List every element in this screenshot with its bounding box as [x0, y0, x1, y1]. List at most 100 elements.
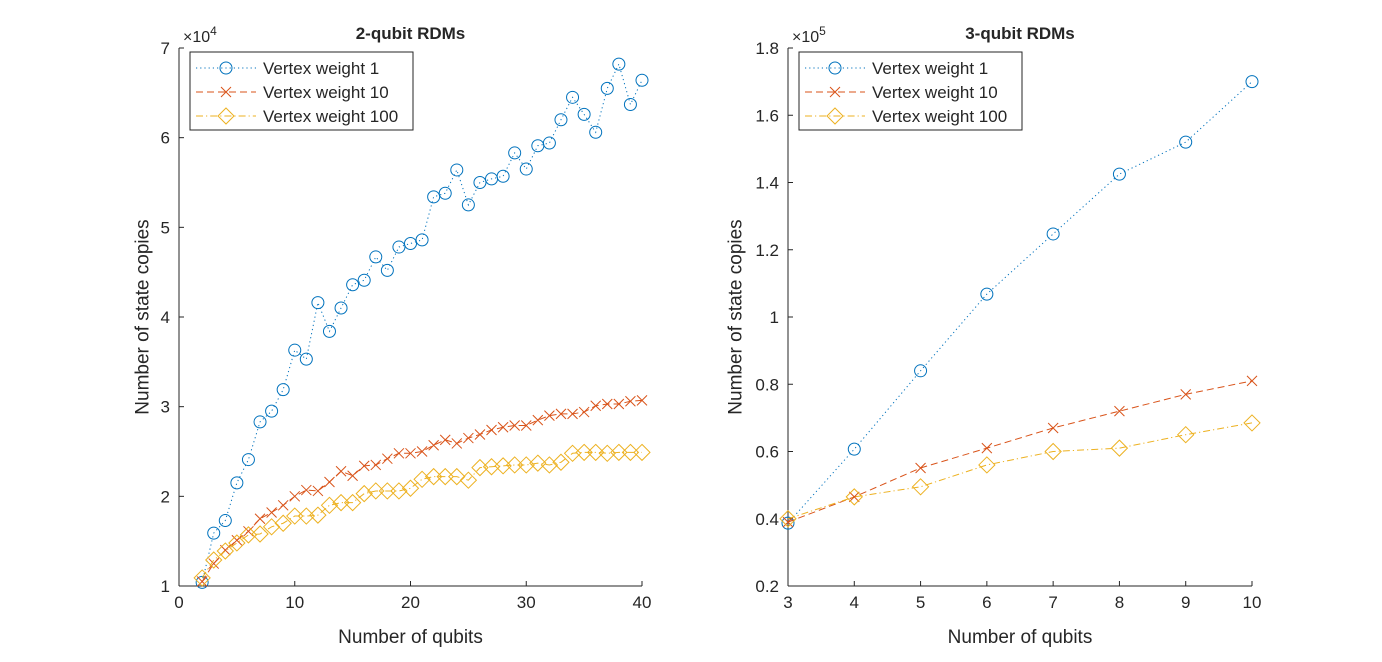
data-point-x [486, 424, 497, 436]
data-point-x [451, 438, 463, 449]
data-point-diamond [286, 507, 304, 525]
data-point-circle [288, 343, 302, 357]
data-point-diamond [505, 456, 524, 474]
data-point-circle [219, 61, 233, 75]
x-tick-label: 3 [783, 593, 792, 612]
data-point-circle [519, 162, 533, 176]
series-1 [195, 57, 649, 589]
data-point-diamond [586, 443, 605, 462]
data-point-circle [828, 61, 842, 75]
data-point-circle [207, 526, 221, 540]
y-tick-label: 0.4 [755, 510, 779, 529]
y-tick-label: 3 [161, 398, 170, 417]
data-point-diamond [575, 443, 593, 462]
data-point-circle [299, 352, 313, 366]
data-point-circle [218, 514, 232, 528]
data-point-x [1180, 388, 1192, 400]
data-point-circle [980, 287, 994, 301]
data-point-x [544, 410, 555, 421]
chart-2: 3 4 5 6 7 8 9 100.20.40.60.811.21.41.61.8×105 3-… [726, 24, 1262, 648]
data-point-x [520, 420, 532, 431]
legend-entry: Vertex weight 1 [805, 59, 988, 78]
exponent-base: ×10 [792, 29, 819, 46]
chart-title: 2-qubit RDMs [356, 24, 466, 43]
y-tick-label: 0.2 [755, 577, 779, 596]
data-point-diamond [378, 482, 397, 500]
data-point-diamond [1243, 414, 1261, 432]
x-tick-label: 9 [1181, 593, 1190, 612]
data-point-x [915, 462, 926, 474]
x-tick-label: 10 [1243, 593, 1262, 612]
data-point-x [208, 558, 220, 569]
data-point-x [509, 420, 521, 431]
data-point-x [300, 484, 312, 496]
data-point-x [578, 406, 590, 418]
y-tick-label: 2 [161, 487, 170, 506]
data-point-x [1047, 422, 1059, 434]
y-tick-label: 1.2 [755, 241, 779, 260]
exponent-base: ×10 [183, 29, 210, 46]
data-point-x [474, 429, 486, 440]
data-point-diamond [826, 107, 844, 125]
data-point-circle [346, 278, 360, 292]
data-point-x [220, 86, 232, 98]
data-point-x [289, 490, 301, 502]
data-point-diamond [436, 467, 454, 486]
legend-entry: Vertex weight 10 [805, 83, 998, 102]
x-axis-label: Number of qubits [338, 627, 483, 648]
data-point-diamond [193, 569, 211, 587]
x-tick-label: 30 [517, 593, 536, 612]
data-point-diamond [779, 510, 797, 528]
data-point-circle [496, 169, 510, 183]
data-point-x [981, 442, 993, 454]
legend: Vertex weight 1 Vertex weight 10 Vertex we… [798, 51, 1023, 131]
legend-entry: Vertex weight 100 [196, 107, 398, 126]
data-point-circle [241, 453, 255, 467]
data-point-diamond [251, 525, 269, 543]
y-tick-label: 6 [161, 129, 170, 148]
data-point-x [428, 439, 440, 451]
data-point-diamond [309, 506, 327, 524]
data-point-x [439, 434, 451, 446]
data-point-x [782, 516, 794, 528]
data-point-x [601, 398, 613, 410]
x-axis-label: Number of qubits [948, 627, 1093, 648]
data-point-diamond [274, 514, 292, 532]
data-point-circle [311, 296, 325, 310]
data-point-diamond [1177, 425, 1195, 444]
data-point-circle [1046, 227, 1060, 241]
data-point-circle [450, 163, 464, 177]
data-point-diamond [517, 456, 535, 474]
data-point-diamond [845, 488, 863, 506]
data-point-x [848, 491, 860, 503]
data-point-x [196, 576, 208, 587]
data-point-circle [781, 516, 795, 530]
data-point-circle [392, 240, 406, 254]
data-point-diamond [413, 470, 431, 489]
y-tick-label: 5 [161, 218, 170, 237]
legend-label: Vertex weight 1 [872, 59, 988, 78]
data-point-diamond [448, 467, 466, 486]
data-point-diamond [367, 482, 385, 500]
data-point-diamond [401, 479, 420, 497]
data-point-circle [265, 404, 279, 418]
data-point-x [312, 485, 324, 497]
data-point-x [555, 408, 567, 420]
y-tick-label: 7 [161, 39, 170, 58]
x-tick-label: 8 [1115, 593, 1124, 612]
series-3 [193, 443, 651, 587]
data-point-circle [1112, 167, 1126, 181]
data-point-diamond [978, 456, 996, 474]
data-point-circle [847, 442, 861, 456]
y-tick-label: 1.8 [755, 39, 779, 58]
data-point-circle [438, 186, 452, 200]
series-2 [196, 395, 648, 587]
chart-title: 3-qubit RDMs [965, 24, 1075, 43]
legend-entry: Vertex weight 1 [196, 59, 379, 78]
y-tick-label: 1.6 [755, 106, 779, 125]
data-point-circle [566, 90, 580, 104]
data-point-circle [404, 236, 417, 250]
data-point-circle [635, 73, 649, 87]
